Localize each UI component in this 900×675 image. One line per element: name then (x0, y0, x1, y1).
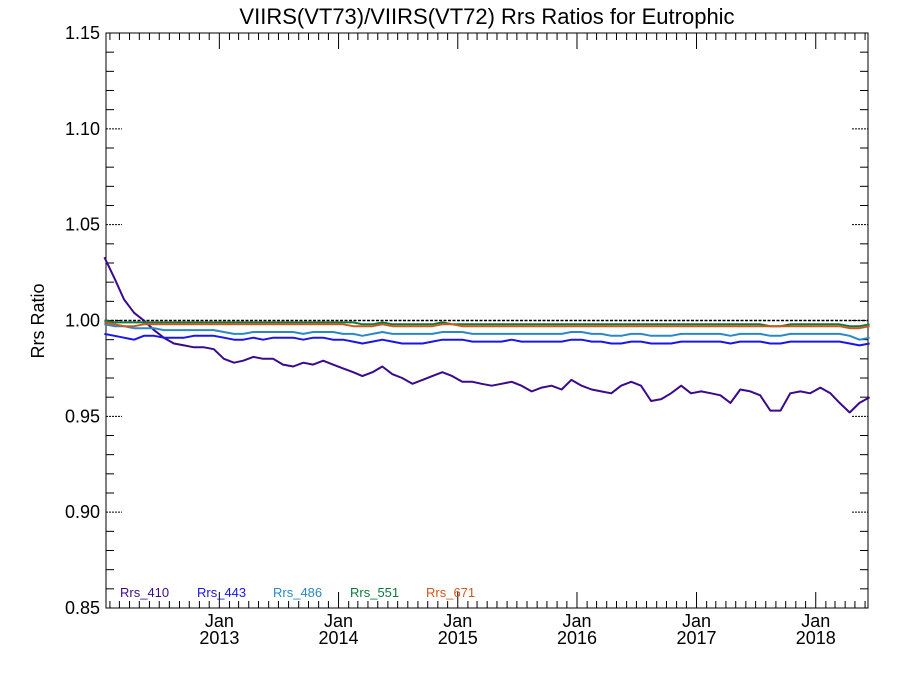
x-tick-label-year: 2013 (199, 628, 239, 648)
x-tick-label-year: 2018 (796, 628, 836, 648)
x-tick-label-year: 2015 (438, 628, 478, 648)
legend-rrs-486: Rrs_486 (273, 585, 322, 600)
y-tick-label: 0.90 (65, 502, 100, 522)
legend-rrs-551: Rrs_551 (350, 585, 399, 600)
x-tick-label-year: 2014 (319, 628, 359, 648)
y-tick-label: 0.95 (65, 406, 100, 426)
series-line-rrs-443 (104, 332, 870, 347)
series-line-rrs-551 (104, 319, 870, 328)
chart-title: VIIRS(VT73)/VIIRS(VT72) Rrs Ratios for E… (239, 4, 734, 29)
legend-rrs-410: Rrs_410 (120, 585, 169, 600)
y-axis-label: Rrs Ratio (28, 283, 48, 358)
y-tick-label: 0.85 (65, 598, 100, 618)
x-tick-label-month: Jan (682, 611, 711, 631)
x-tick-label-month: Jan (205, 611, 234, 631)
x-tick-label-year: 2017 (677, 628, 717, 648)
y-tick-label: 1.15 (65, 23, 100, 43)
series-line-rrs-410 (103, 256, 871, 414)
x-tick-label-month: Jan (801, 611, 830, 631)
legend-rrs-443: Rrs_443 (197, 585, 246, 600)
plot-area: 0.850.900.951.001.051.101.15Jan2013Jan20… (65, 23, 871, 648)
series-line-rrs-486 (104, 323, 870, 341)
x-tick-label-month: Jan (562, 611, 591, 631)
x-tick-label-year: 2016 (557, 628, 597, 648)
y-tick-label: 1.05 (65, 215, 100, 235)
x-tick-label-month: Jan (443, 611, 472, 631)
y-tick-label: 1.00 (65, 311, 100, 331)
x-tick-label-month: Jan (324, 611, 353, 631)
series-line-rrs-671 (104, 321, 870, 330)
y-tick-label: 1.10 (65, 119, 100, 139)
legend-rrs-671: Rrs_671 (426, 585, 475, 600)
